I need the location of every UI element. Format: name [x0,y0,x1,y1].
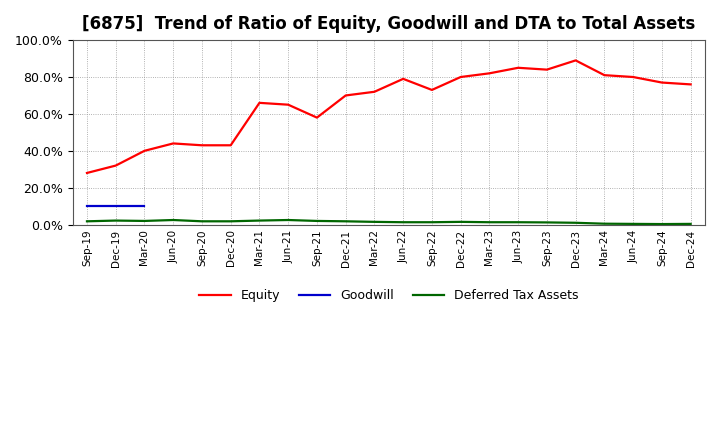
Equity [572,58,580,63]
Deferred Tax Assets [226,219,235,224]
Deferred Tax Assets [514,220,523,225]
Deferred Tax Assets [169,217,178,223]
Equity [514,65,523,70]
Equity [629,74,637,80]
Deferred Tax Assets [83,219,91,224]
Equity [485,71,494,76]
Equity [112,163,120,168]
Equity [197,143,206,148]
Goodwill [83,204,91,209]
Equity [370,89,379,95]
Equity [284,102,292,107]
Deferred Tax Assets [197,219,206,224]
Deferred Tax Assets [341,219,350,224]
Deferred Tax Assets [428,220,436,225]
Equity [686,82,695,87]
Equity [312,115,321,120]
Equity [169,141,178,146]
Equity [428,87,436,92]
Equity [226,143,235,148]
Goodwill [140,204,149,209]
Equity [456,74,465,80]
Equity [255,100,264,106]
Deferred Tax Assets [629,221,637,227]
Deferred Tax Assets [284,217,292,223]
Deferred Tax Assets [312,218,321,224]
Equity [83,170,91,176]
Equity [657,80,666,85]
Deferred Tax Assets [485,220,494,225]
Legend: Equity, Goodwill, Deferred Tax Assets: Equity, Goodwill, Deferred Tax Assets [194,284,583,307]
Equity [600,73,608,78]
Deferred Tax Assets [657,221,666,227]
Line: Equity: Equity [87,60,690,173]
Deferred Tax Assets [112,218,120,223]
Deferred Tax Assets [140,218,149,224]
Equity [543,67,552,72]
Deferred Tax Assets [543,220,552,225]
Deferred Tax Assets [399,220,408,225]
Line: Deferred Tax Assets: Deferred Tax Assets [87,220,690,224]
Deferred Tax Assets [600,221,608,226]
Deferred Tax Assets [370,219,379,224]
Equity [341,93,350,98]
Deferred Tax Assets [456,219,465,224]
Goodwill [112,204,120,209]
Deferred Tax Assets [686,221,695,227]
Deferred Tax Assets [572,220,580,225]
Equity [399,76,408,81]
Title: [6875]  Trend of Ratio of Equity, Goodwill and DTA to Total Assets: [6875] Trend of Ratio of Equity, Goodwil… [82,15,696,33]
Equity [140,148,149,154]
Deferred Tax Assets [255,218,264,223]
